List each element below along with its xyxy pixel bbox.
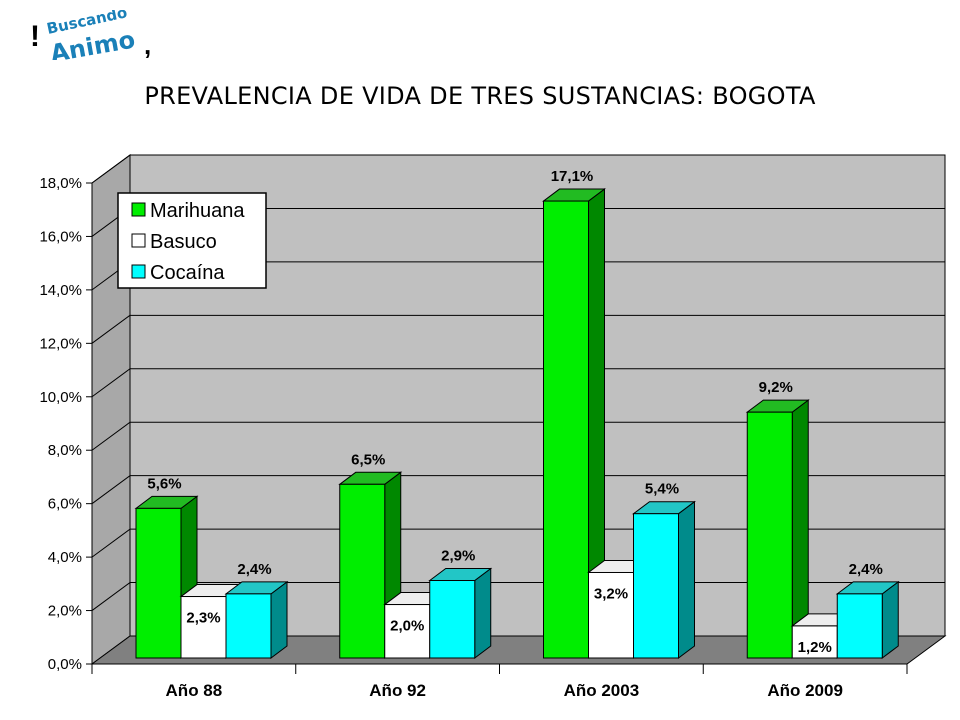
bar <box>633 513 679 659</box>
y-tick-label: 4,0% <box>48 549 82 566</box>
x-tick-label: Año 88 <box>166 681 223 700</box>
bar <box>135 507 182 659</box>
bar-side <box>270 580 288 659</box>
data-label: 2,4% <box>237 561 271 578</box>
bar <box>836 593 883 659</box>
svg-text:,: , <box>144 30 151 60</box>
gridline-side <box>91 528 131 558</box>
gridline-side <box>91 421 131 451</box>
bar <box>543 200 589 659</box>
data-label: 3,2% <box>594 585 628 602</box>
bar <box>339 483 386 659</box>
y-tick-label: 14,0% <box>39 282 82 299</box>
bar <box>791 625 838 659</box>
legend-swatch <box>131 264 146 279</box>
x-tick-label: Año 2009 <box>767 681 843 700</box>
chart-title: PREVALENCIA DE VIDA DE TRES SUSTANCIAS: … <box>144 82 816 110</box>
gridline-side <box>91 314 131 344</box>
legend-label: Marihuana <box>150 200 245 222</box>
data-label: 2,4% <box>849 561 883 578</box>
y-tick-label: 8,0% <box>48 442 82 459</box>
data-label: 5,6% <box>147 475 181 492</box>
bar-side <box>678 500 695 659</box>
legend-swatch <box>131 233 146 248</box>
data-label: 17,1% <box>551 168 594 185</box>
data-label: 6,5% <box>351 451 385 468</box>
gridline-side <box>91 582 131 611</box>
legend-label: Cocaína <box>150 262 225 284</box>
y-tick-label: 0,0% <box>48 656 82 673</box>
gridline-side <box>91 368 131 398</box>
y-tick-label: 12,0% <box>39 335 82 352</box>
data-label: 2,0% <box>390 618 424 635</box>
data-label: 1,2% <box>798 639 832 656</box>
gridline-side <box>91 475 131 505</box>
bar <box>180 596 227 659</box>
y-tick-label: 10,0% <box>39 389 82 406</box>
bar <box>429 580 476 659</box>
svg-text:!: ! <box>30 20 40 53</box>
y-tick-label: 18,0% <box>39 175 82 192</box>
bar-side <box>881 580 899 659</box>
legend-label: Basuco <box>150 231 217 253</box>
bar <box>588 571 634 659</box>
bar <box>746 411 793 659</box>
data-label: 2,3% <box>186 610 220 627</box>
data-label: 2,9% <box>441 548 475 565</box>
data-label: 9,2% <box>759 379 793 396</box>
y-tick-label: 16,0% <box>39 228 82 245</box>
data-label: 5,4% <box>645 481 679 498</box>
buscando-animo-logo: ! Buscando Animo , <box>30 10 151 60</box>
bar-side <box>474 567 492 659</box>
y-tick-label: 6,0% <box>48 496 82 513</box>
y-tick-label: 2,0% <box>48 603 82 620</box>
bar <box>384 604 431 659</box>
gridline-side <box>91 154 131 184</box>
x-tick-label: Año 92 <box>369 681 426 700</box>
x-tick-label: Año 2003 <box>564 681 640 700</box>
bar <box>225 593 272 659</box>
legend-swatch <box>131 202 146 217</box>
